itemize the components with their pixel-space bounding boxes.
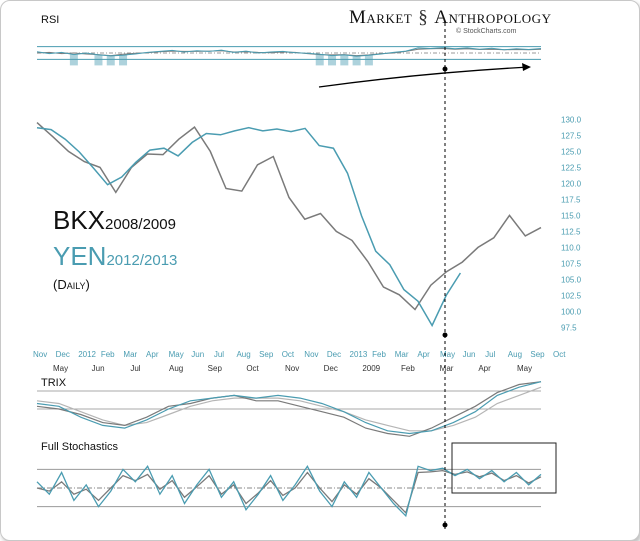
price-x-tick-bkx: Mar: [440, 364, 454, 373]
rsi-oversold-fill: [352, 56, 361, 66]
price-x-tick-yen: Jun: [463, 350, 476, 359]
price-y-tick: 105.0: [561, 275, 582, 284]
rsi-oversold-fill: [315, 54, 324, 66]
trix-series-yen: [36, 381, 542, 435]
rsi-oversold-fill: [328, 55, 337, 66]
price-x-tick-bkx: May: [53, 364, 68, 373]
trix-series-bkx: [36, 381, 542, 437]
price-x-tick-bkx: Apr: [478, 364, 491, 373]
price-x-tick-bkx: Feb: [401, 364, 415, 373]
price-series-yen: [36, 126, 462, 328]
stockcharts-credit: © StockCharts.com: [456, 28, 517, 35]
price-y-tick: 112.5: [561, 227, 581, 236]
rsi-oversold-fill: [340, 54, 349, 66]
price-x-tick-yen: Oct: [553, 350, 566, 359]
marker-dot-price: [442, 332, 448, 338]
yen-title-years: 2012/2013: [106, 252, 178, 269]
price-x-tick-yen: Nov: [33, 350, 47, 359]
price-x-tick-yen: Mar: [123, 350, 137, 359]
price-x-tick-yen: Dec: [56, 350, 70, 359]
daily-subtitle: (Daily): [53, 277, 90, 292]
yen-title-name: YEN: [53, 241, 107, 271]
stoch-series-yen: [36, 464, 542, 518]
price-x-tick-bkx: Aug: [169, 364, 183, 373]
price-y-tick: 127.5: [561, 131, 582, 140]
price-x-tick-yen: Jul: [214, 350, 224, 359]
price-x-tick-bkx: Oct: [246, 364, 259, 373]
rsi-oversold-fill: [94, 54, 103, 66]
price-x-tick-yen: Aug: [508, 350, 522, 359]
price-x-tick-bkx: Sep: [208, 364, 223, 373]
bkx-title-name: BKX: [53, 205, 106, 235]
rsi-series-yen: [36, 47, 542, 57]
rsi-trend-arrow: [318, 66, 530, 88]
rsi-arrow-head: [522, 63, 531, 71]
rsi-oversold-fill: [119, 55, 128, 66]
price-x-tick-yen: Feb: [101, 350, 115, 359]
price-y-tick: 100.0: [561, 307, 582, 316]
stochastics-panel-label: Full Stochastics: [41, 441, 119, 453]
marker-dot-rsi: [442, 66, 448, 72]
brand-right-word: Anthropology: [434, 7, 552, 28]
price-x-tick-bkx: May: [517, 364, 532, 373]
price-x-tick-yen: Apr: [146, 350, 159, 359]
rsi-oversold-fill: [69, 54, 78, 66]
price-x-tick-yen: Sep: [259, 350, 274, 359]
marker-dot-stoch: [442, 522, 448, 528]
price-x-tick-yen: Apr: [417, 350, 430, 359]
brand-left-word: Market: [349, 7, 413, 28]
price-y-tick: 110.0: [561, 243, 581, 252]
price-x-tick-bkx: Nov: [285, 364, 299, 373]
brand-logo: Market § Anthropology: [349, 7, 551, 29]
price-x-tick-yen: Aug: [236, 350, 250, 359]
price-x-tick-yen: Oct: [282, 350, 295, 359]
price-y-tick: 122.5: [561, 163, 582, 172]
price-y-tick: 115.0: [561, 211, 581, 220]
price-x-tick-yen: May: [440, 350, 455, 359]
price-x-tick-bkx: Dec: [324, 364, 338, 373]
price-y-tick: 125.0: [561, 147, 582, 156]
price-y-tick: 120.0: [561, 179, 582, 188]
price-x-tick-yen: Dec: [327, 350, 341, 359]
price-x-tick-yen: 2012: [78, 350, 96, 359]
price-y-tick: 97.5: [561, 323, 577, 332]
rsi-panel-label: RSI: [41, 14, 60, 26]
price-x-tick-yen: May: [169, 350, 184, 359]
price-y-tick: 130.0: [561, 115, 582, 124]
price-x-tick-bkx: 2009: [362, 364, 380, 373]
price-x-tick-yen: Sep: [530, 350, 545, 359]
price-y-tick: 117.5: [561, 195, 581, 204]
price-x-tick-yen: Nov: [304, 350, 318, 359]
price-series-bkx: [36, 122, 542, 311]
helix-icon: §: [418, 7, 429, 28]
price-y-tick: 102.5: [561, 291, 582, 300]
price-x-tick-bkx: Jul: [130, 364, 140, 373]
price-y-tick: 107.5: [561, 259, 582, 268]
stoch-highlight-box: [451, 442, 557, 494]
bkx-title-years: 2008/2009: [105, 216, 176, 233]
rsi-oversold-fill: [364, 55, 373, 66]
price-x-tick-yen: Jun: [191, 350, 204, 359]
price-x-tick-bkx: Jun: [92, 364, 105, 373]
yen-title: YEN2012/2013: [53, 241, 177, 272]
price-x-tick-yen: 2013: [350, 350, 368, 359]
price-x-tick-yen: Mar: [395, 350, 409, 359]
price-x-tick-yen: Jul: [485, 350, 495, 359]
rsi-oversold-fill: [106, 55, 115, 66]
price-x-tick-yen: Feb: [372, 350, 386, 359]
trix-panel-label: TRIX: [41, 377, 67, 389]
bkx-title: BKX2008/2009: [53, 205, 176, 236]
